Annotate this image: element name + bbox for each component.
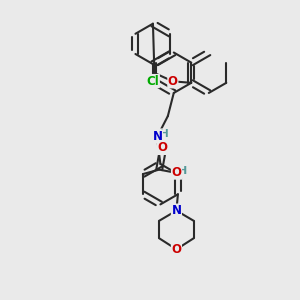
- Text: O: O: [168, 75, 178, 88]
- Text: N: N: [152, 130, 162, 143]
- Text: O: O: [157, 141, 167, 154]
- Text: O: O: [171, 243, 182, 256]
- Text: H: H: [160, 129, 168, 139]
- Text: N: N: [171, 204, 182, 217]
- Text: Cl: Cl: [147, 74, 159, 88]
- Text: H: H: [178, 167, 188, 176]
- Text: O: O: [172, 166, 182, 179]
